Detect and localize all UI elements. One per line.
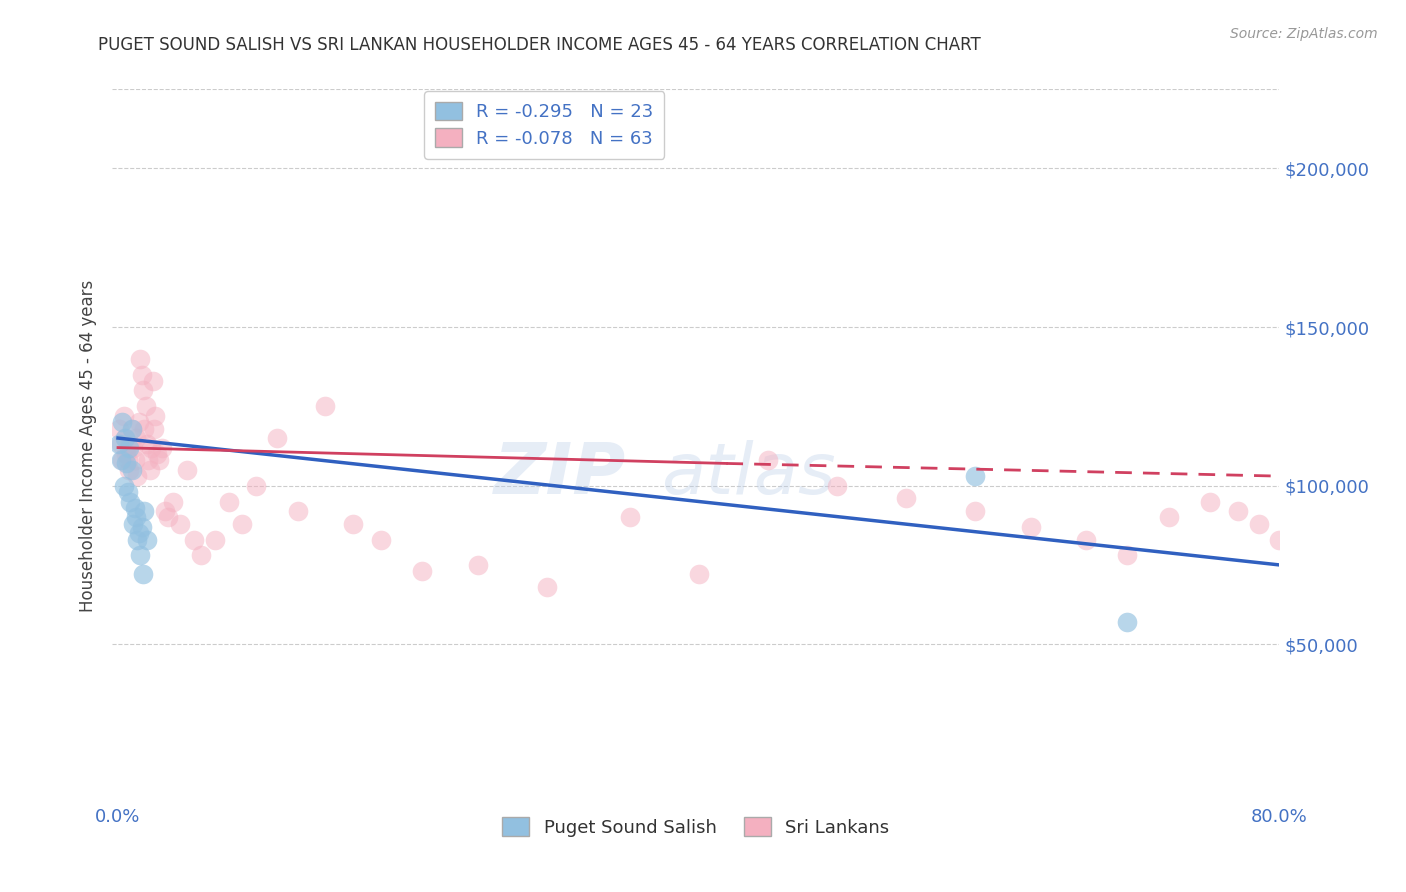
Point bbox=[114, 431, 136, 445]
Point bbox=[1247, 516, 1270, 531]
Text: PUGET SOUND SALISH VS SRI LANKAN HOUSEHOLDER INCOME AGES 45 - 64 YEARS CORRELATI: PUGET SOUND SALISH VS SRI LANKAN HOUSEHO… bbox=[98, 36, 981, 54]
Point bbox=[115, 457, 138, 471]
Point bbox=[136, 437, 159, 451]
Point bbox=[125, 431, 148, 445]
Point bbox=[125, 510, 148, 524]
Point bbox=[536, 580, 558, 594]
Point bbox=[204, 533, 226, 547]
Point bbox=[825, 478, 848, 492]
Point bbox=[314, 400, 336, 414]
Point bbox=[142, 374, 165, 388]
Point bbox=[176, 463, 198, 477]
Point bbox=[132, 384, 155, 398]
Point bbox=[894, 491, 917, 506]
Point bbox=[1268, 533, 1291, 547]
Point bbox=[162, 494, 184, 508]
Point bbox=[124, 500, 146, 515]
Point bbox=[120, 437, 142, 451]
Point bbox=[1116, 549, 1139, 563]
Point bbox=[153, 504, 176, 518]
Point bbox=[266, 431, 288, 445]
Point bbox=[132, 567, 155, 582]
Point bbox=[108, 437, 131, 451]
Point bbox=[110, 437, 132, 451]
Point bbox=[688, 567, 710, 582]
Point bbox=[145, 447, 167, 461]
Point bbox=[231, 516, 253, 531]
Point bbox=[128, 415, 150, 429]
Point bbox=[108, 421, 131, 435]
Point bbox=[965, 469, 987, 483]
Point bbox=[467, 558, 489, 572]
Point bbox=[134, 504, 156, 518]
Point bbox=[118, 441, 141, 455]
Point bbox=[136, 533, 159, 547]
Point bbox=[1226, 504, 1249, 518]
Point bbox=[129, 549, 152, 563]
Point bbox=[1157, 510, 1180, 524]
Point bbox=[127, 533, 149, 547]
Point bbox=[1074, 533, 1097, 547]
Point bbox=[114, 431, 136, 445]
Point bbox=[131, 368, 153, 382]
Point bbox=[139, 463, 162, 477]
Y-axis label: Householder Income Ages 45 - 64 years: Householder Income Ages 45 - 64 years bbox=[79, 280, 97, 612]
Point bbox=[756, 453, 779, 467]
Point bbox=[129, 351, 152, 366]
Point bbox=[143, 409, 166, 423]
Point bbox=[122, 441, 145, 455]
Point bbox=[111, 415, 134, 429]
Point bbox=[138, 453, 160, 467]
Point bbox=[245, 478, 267, 492]
Point bbox=[141, 441, 163, 455]
Point bbox=[131, 520, 153, 534]
Point bbox=[287, 504, 309, 518]
Text: Source: ZipAtlas.com: Source: ZipAtlas.com bbox=[1230, 27, 1378, 41]
Point bbox=[190, 549, 212, 563]
Point bbox=[128, 526, 150, 541]
Point bbox=[121, 421, 143, 435]
Point bbox=[120, 494, 142, 508]
Point bbox=[111, 453, 134, 467]
Point bbox=[183, 533, 205, 547]
Point bbox=[218, 494, 240, 508]
Point bbox=[117, 453, 139, 467]
Point bbox=[411, 564, 433, 578]
Point bbox=[134, 421, 156, 435]
Point bbox=[115, 447, 138, 461]
Point bbox=[965, 504, 987, 518]
Point bbox=[118, 463, 141, 477]
Point bbox=[1116, 615, 1139, 629]
Text: atlas: atlas bbox=[661, 440, 835, 509]
Point bbox=[122, 516, 145, 531]
Point bbox=[112, 478, 135, 492]
Point bbox=[143, 421, 166, 435]
Point bbox=[112, 409, 135, 423]
Point bbox=[110, 453, 132, 467]
Point bbox=[121, 421, 143, 435]
Point bbox=[370, 533, 392, 547]
Point bbox=[156, 510, 179, 524]
Point bbox=[169, 516, 191, 531]
Point bbox=[117, 485, 139, 500]
Point bbox=[1199, 494, 1222, 508]
Point bbox=[150, 441, 173, 455]
Text: ZIP: ZIP bbox=[494, 440, 626, 509]
Point bbox=[127, 469, 149, 483]
Point bbox=[619, 510, 641, 524]
Point bbox=[135, 400, 157, 414]
Point bbox=[121, 463, 143, 477]
Point bbox=[148, 453, 170, 467]
Legend: Puget Sound Salish, Sri Lankans: Puget Sound Salish, Sri Lankans bbox=[495, 810, 897, 844]
Point bbox=[124, 453, 146, 467]
Point bbox=[1019, 520, 1042, 534]
Point bbox=[342, 516, 364, 531]
